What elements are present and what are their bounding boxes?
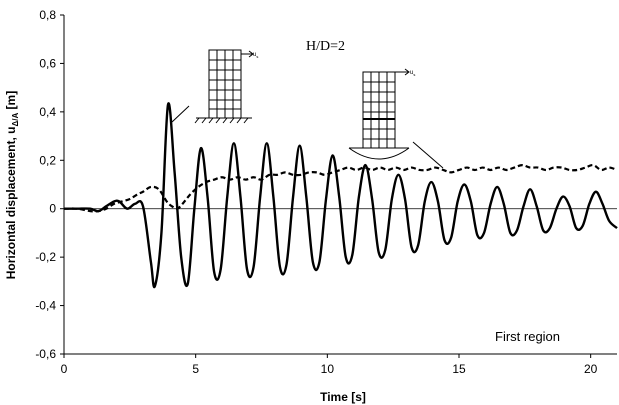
x-tick-label: 10 [321, 362, 335, 376]
y-axis-title-unit: [m] [4, 91, 18, 110]
y-tick-label: 0,2 [39, 153, 56, 167]
y-tick-label: -0,4 [35, 299, 56, 313]
y-ticks: -0,6 -0,4 -0,2 0 0,2 0,4 0,6 0,8 [35, 8, 64, 361]
x-tick-label: 15 [452, 362, 466, 376]
y-tick-label: 0,4 [39, 105, 56, 119]
inset-fixed-building [171, 49, 254, 124]
y-tick-label: 0,6 [39, 56, 56, 70]
y-axis-title: Horizontal displacement, uΔ/A [m] [4, 91, 20, 279]
x-axis-title: Time [s] [320, 390, 366, 404]
inset-fixed-u: us [253, 52, 258, 59]
inset-fixed-leader [171, 105, 190, 123]
y-tick-label: 0,8 [39, 8, 56, 22]
series-group [63, 102, 618, 289]
svg-text:Horizontal displacement, uΔ/A: Horizontal displacement, uΔ/A [m] [4, 91, 20, 279]
x-ticks: 0 5 10 15 20 [61, 354, 598, 376]
inset-flex-building [348, 68, 444, 169]
y-tick-label: -0,6 [35, 347, 56, 361]
y-axis-title-main: Horizontal displacement, u [4, 127, 18, 280]
inset-flex-u: us [410, 70, 415, 77]
y-axis-title-sub: Δ/A [11, 113, 20, 127]
x-tick-label: 0 [61, 362, 68, 376]
axes [63, 15, 617, 355]
region-label: First region [495, 329, 560, 344]
y-tick-label: -0,2 [35, 250, 56, 264]
annotation-hd: H/D=2 [306, 39, 345, 54]
x-tick-label: 5 [192, 362, 199, 376]
inset-flex-leader [412, 141, 444, 169]
y-tick-label: 0 [49, 202, 56, 216]
series-line-solid [63, 102, 618, 289]
x-tick-label: 20 [584, 362, 598, 376]
